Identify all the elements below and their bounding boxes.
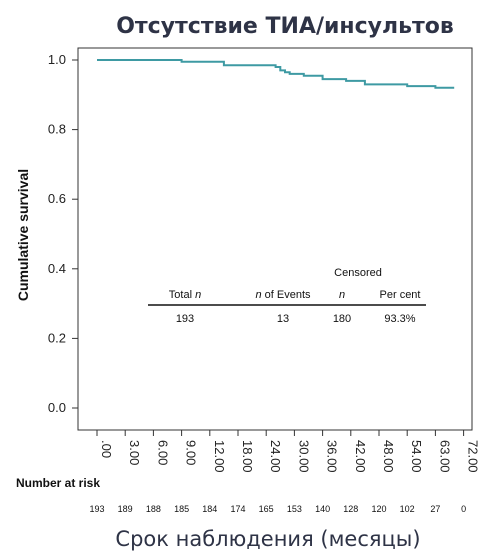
risk-table-label: Number at risk: [16, 476, 100, 490]
risk-row: 193 189 188 185 184 174 165 153 140 128 120 102 27 0: [89, 504, 466, 514]
inset-value: 180: [333, 313, 351, 325]
risk-value: 120: [371, 504, 386, 514]
inset-header: n of Events: [255, 289, 311, 301]
y-tick-label: 1.0: [48, 52, 66, 67]
x-tick-label: 30.00: [296, 440, 311, 473]
x-tick-label: 72.00: [466, 440, 481, 473]
inset-value: 13: [277, 313, 289, 325]
y-tick-label: 0.8: [48, 122, 66, 137]
y-tick-label: 0.6: [48, 191, 66, 206]
x-tick-label: 12.00: [212, 440, 227, 473]
x-tick-label: 24.00: [268, 440, 283, 473]
inset-value: 193: [176, 313, 194, 325]
plot-frame: [77, 47, 473, 431]
risk-value: 165: [259, 504, 274, 514]
risk-value: 0: [461, 504, 466, 514]
axes: 0.0 0.2 0.4 0.6 0.8 1.0 .00 3.00 6.00 9.00 12.00 18…: [48, 47, 481, 473]
inset-header: Total n: [169, 289, 201, 301]
y-tick-label: 0.2: [48, 330, 66, 345]
x-tick-label: 9.00: [184, 440, 199, 465]
x-axis-label: Срок наблюдения (месяцы): [115, 527, 420, 551]
risk-value: 193: [89, 504, 104, 514]
chart-title: Отсутствие ТИА/инсультов: [116, 14, 454, 39]
y-tick-label: 0.0: [48, 400, 66, 415]
risk-value: 184: [202, 504, 217, 514]
x-tick-label: 3.00: [127, 440, 142, 465]
x-tick-label: 63.00: [437, 440, 452, 473]
x-tick-label: 48.00: [381, 440, 396, 473]
x-tick-label: 18.00: [240, 440, 255, 473]
risk-value: 140: [315, 504, 330, 514]
y-tick-label: 0.4: [48, 261, 66, 276]
risk-value: 153: [287, 504, 302, 514]
risk-value: 128: [343, 504, 358, 514]
risk-value: 27: [430, 504, 440, 514]
y-axis-label: Cumulative survival: [15, 169, 31, 301]
x-tick-label: 42.00: [353, 440, 368, 473]
series-layer: [97, 59, 455, 89]
inset-table: Censored Total n n of Events n Per cent 193 13…: [148, 267, 426, 325]
inset-header: n: [339, 289, 345, 301]
risk-value: 189: [118, 504, 133, 514]
risk-value: 102: [400, 504, 415, 514]
x-tick-label: 36.00: [325, 440, 340, 473]
inset-header-group: Censored: [334, 267, 382, 279]
x-tick-label: 6.00: [155, 440, 170, 465]
risk-value: 185: [174, 504, 189, 514]
risk-value: 174: [230, 504, 245, 514]
x-tick-label: .00: [99, 440, 114, 458]
inset-value: 93.3%: [384, 313, 415, 325]
survival-curve: [97, 59, 455, 89]
x-tick-label: 54.00: [409, 440, 424, 473]
risk-value: 188: [146, 504, 161, 514]
inset-header: Per cent: [380, 289, 421, 301]
